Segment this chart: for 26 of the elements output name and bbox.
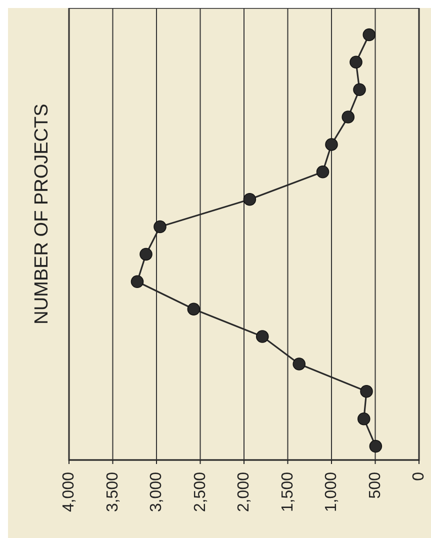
point	[342, 110, 355, 124]
x-tick-label: 3,500	[104, 472, 122, 512]
x-tick-label: 1,000	[323, 472, 340, 512]
point	[350, 56, 362, 69]
point	[154, 220, 166, 234]
point	[256, 330, 269, 343]
point	[360, 385, 373, 398]
point	[357, 412, 370, 426]
x-tick-label: 0	[410, 472, 428, 481]
point	[353, 83, 366, 96]
x-tick-label: 3,000	[148, 472, 165, 512]
point	[187, 302, 200, 316]
x-tick-label: 2,500	[192, 472, 209, 512]
point	[369, 440, 382, 453]
point	[362, 28, 376, 42]
point	[130, 275, 144, 288]
x-tick-label: 500	[366, 472, 384, 499]
point	[292, 358, 306, 370]
text: NUMBER OF PROJECTS	[32, 104, 52, 324]
x-tick-label: 1,500	[279, 472, 296, 512]
x-tick-label: 2,000	[236, 472, 252, 512]
point	[243, 192, 256, 206]
point	[325, 138, 338, 151]
point	[316, 166, 330, 178]
x-tick-label: 4,000	[60, 472, 78, 512]
point	[140, 248, 152, 261]
